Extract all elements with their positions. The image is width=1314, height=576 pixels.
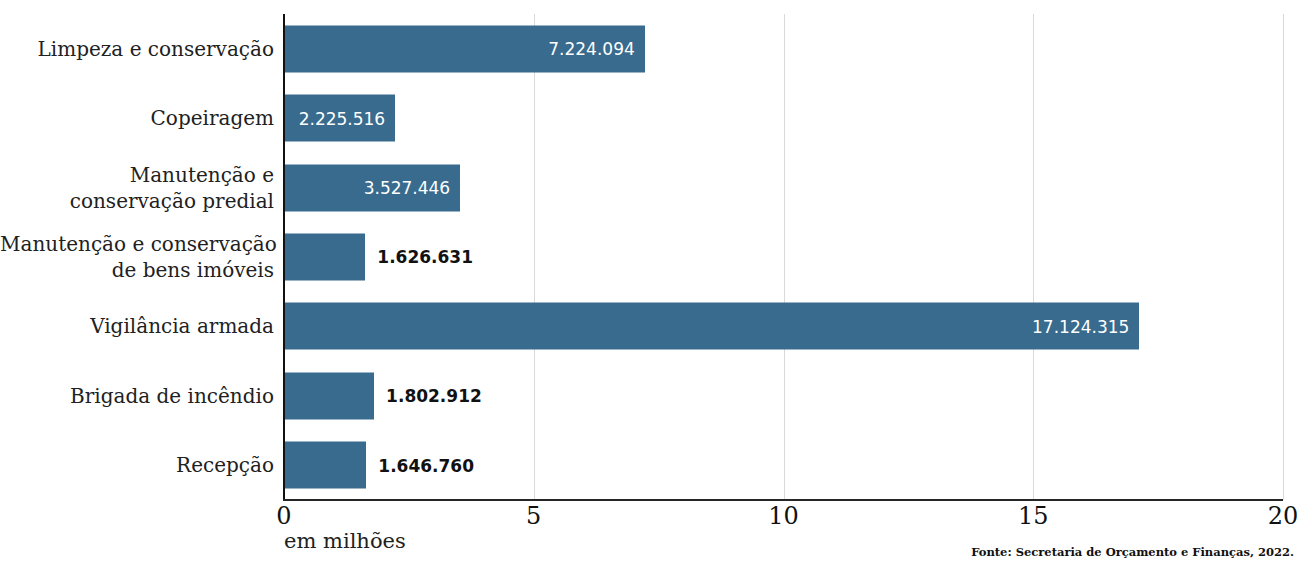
x-tick-label: 20 bbox=[1268, 502, 1299, 530]
x-tick-label: 0 bbox=[276, 502, 291, 530]
bar: 1.646.760 bbox=[284, 442, 366, 489]
bar: 17.124.315 bbox=[284, 303, 1139, 350]
bar-row: Manutenção econservação predial3.527.446 bbox=[284, 153, 1283, 222]
plot-area: Limpeza e conservação7.224.094Copeiragem… bbox=[284, 14, 1283, 500]
bar-row: Limpeza e conservação7.224.094 bbox=[284, 14, 1283, 83]
category-label: Manutenção e conservaçãode bens imóveis bbox=[0, 231, 274, 283]
bar-row: Brigada de incêndio1.802.912 bbox=[284, 361, 1283, 430]
bar: 1.626.631 bbox=[284, 233, 365, 280]
value-label: 1.646.760 bbox=[378, 455, 474, 475]
bar: 7.224.094 bbox=[284, 25, 645, 72]
category-label: Recepção bbox=[0, 452, 274, 478]
bar-rows: Limpeza e conservação7.224.094Copeiragem… bbox=[284, 14, 1283, 500]
value-label: 7.224.094 bbox=[548, 39, 635, 59]
bar-chart: Limpeza e conservação7.224.094Copeiragem… bbox=[0, 0, 1314, 576]
bar-row: Vigilância armada17.124.315 bbox=[284, 292, 1283, 361]
x-tick-label: 10 bbox=[768, 502, 799, 530]
value-label: 3.527.446 bbox=[364, 178, 451, 198]
source-note: Fonte: Secretaria de Orçamento e Finança… bbox=[971, 545, 1294, 559]
x-tick-label: 5 bbox=[526, 502, 541, 530]
category-label: Copeiragem bbox=[0, 105, 274, 131]
gridline bbox=[1283, 14, 1284, 500]
category-label: Limpeza e conservação bbox=[0, 36, 274, 62]
category-label: Manutenção econservação predial bbox=[0, 162, 274, 214]
value-label: 2.225.516 bbox=[299, 108, 386, 128]
bar-row: Manutenção e conservaçãode bens imóveis1… bbox=[284, 222, 1283, 291]
value-label: 1.626.631 bbox=[377, 247, 473, 267]
bar-row: Recepção1.646.760 bbox=[284, 431, 1283, 500]
bar: 1.802.912 bbox=[284, 372, 374, 419]
bar: 3.527.446 bbox=[284, 164, 460, 211]
x-tick-label: 15 bbox=[1018, 502, 1049, 530]
category-label: Vigilância armada bbox=[0, 313, 274, 339]
category-label: Brigada de incêndio bbox=[0, 383, 274, 409]
x-axis-caption: em milhões bbox=[284, 529, 406, 554]
value-label: 17.124.315 bbox=[1032, 316, 1129, 336]
bar-row: Copeiragem2.225.516 bbox=[284, 83, 1283, 152]
x-axis-line bbox=[283, 499, 1283, 501]
y-axis-line bbox=[283, 14, 285, 500]
bar: 2.225.516 bbox=[284, 95, 395, 142]
value-label: 1.802.912 bbox=[386, 386, 482, 406]
